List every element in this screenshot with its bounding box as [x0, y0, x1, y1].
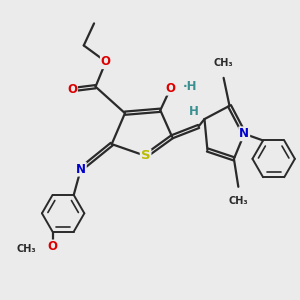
Text: O: O [101, 55, 111, 68]
Text: CH₃: CH₃ [17, 244, 36, 254]
Text: S: S [141, 149, 150, 162]
Text: O: O [166, 82, 176, 95]
Text: H: H [189, 105, 199, 118]
Text: N: N [239, 127, 249, 140]
Text: CH₃: CH₃ [229, 196, 248, 206]
Text: ·H: ·H [183, 80, 197, 93]
Text: O: O [47, 241, 58, 254]
Text: CH₃: CH₃ [214, 58, 233, 68]
Text: N: N [76, 163, 86, 176]
Text: O: O [67, 83, 77, 96]
